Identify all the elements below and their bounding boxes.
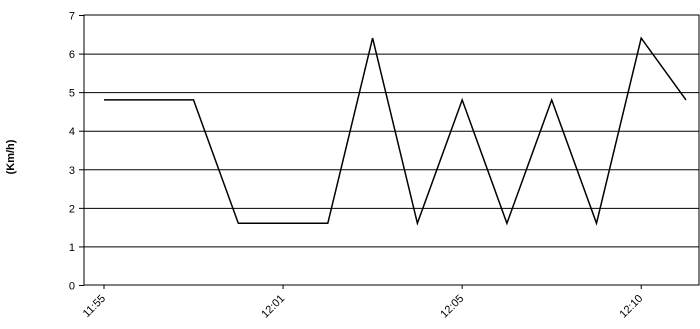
- x-tick-label: 12:10: [617, 293, 645, 321]
- gridlines: [84, 53, 699, 248]
- y-tick-label: 3: [69, 165, 75, 177]
- x-tick-label: 11:55: [81, 293, 108, 320]
- series-group: [103, 36, 687, 226]
- series-line: [104, 36, 687, 226]
- y-tick-label: 6: [69, 49, 75, 61]
- y-tick-label: 0: [69, 281, 75, 293]
- y-ticks: 0 1 2 3 4 5 6 7: [69, 11, 84, 293]
- y-tick-label: 7: [69, 11, 75, 23]
- y-tick-label: 2: [69, 203, 75, 215]
- y-axis-label: (Km/h): [5, 139, 17, 174]
- plot-area-border: [83, 14, 700, 286]
- y-tick-label: 1: [69, 242, 75, 254]
- y-tick-label: 4: [69, 126, 75, 138]
- x-tick-label: 12:05: [438, 293, 466, 321]
- y-tick-label: 5: [69, 88, 75, 100]
- x-tick-label: 12:01: [259, 293, 287, 321]
- x-ticks: 11:55 12:01 12:05 12:10: [81, 285, 645, 321]
